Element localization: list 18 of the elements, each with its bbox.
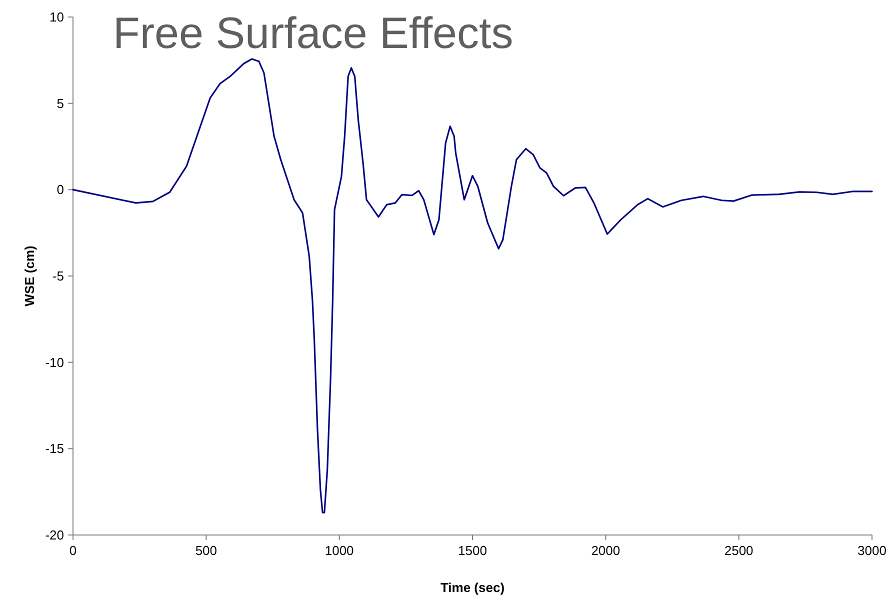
x-tick-label: 1000 bbox=[324, 543, 354, 558]
x-tick-label: 1500 bbox=[458, 543, 487, 558]
line-series bbox=[72, 58, 873, 514]
y-tick-label: -20 bbox=[45, 528, 64, 542]
y-tick-label: 0 bbox=[56, 182, 64, 198]
y-tick-label: -5 bbox=[52, 268, 64, 284]
x-tick-label: 500 bbox=[195, 543, 218, 558]
y-tick-label: -10 bbox=[45, 354, 64, 370]
x-tick-label: 2500 bbox=[724, 543, 754, 558]
chart-title: Free Surface Effects bbox=[113, 9, 514, 58]
y-tick-label: 5 bbox=[56, 96, 64, 111]
y-axis-title: WSE (cm) bbox=[22, 246, 37, 306]
y-tick-label: 10 bbox=[50, 10, 64, 24]
x-axis-title: Time (sec) bbox=[440, 580, 505, 595]
x-tick-label: 3000 bbox=[858, 543, 886, 558]
x-tick-label: 0 bbox=[69, 543, 77, 558]
x-tick-label: 2000 bbox=[591, 543, 620, 558]
y-tick-label: -15 bbox=[45, 441, 64, 456]
